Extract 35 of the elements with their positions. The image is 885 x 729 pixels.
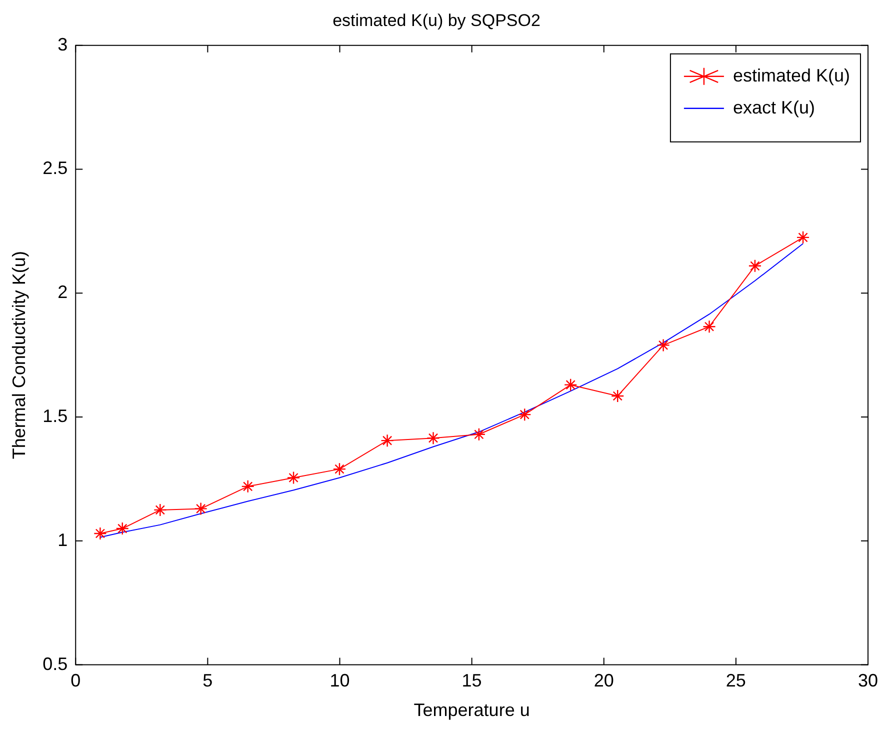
legend-label: estimated K(u) <box>732 65 850 86</box>
x-tick-label: 0 <box>70 670 81 691</box>
point <box>656 338 670 352</box>
point <box>518 408 532 422</box>
point <box>748 259 762 273</box>
x-tick-label: 15 <box>462 670 482 691</box>
y-tick-label: 3 <box>58 34 68 54</box>
point <box>332 462 346 476</box>
point <box>702 320 716 334</box>
point <box>241 480 254 494</box>
x-tick-label: 10 <box>330 670 350 691</box>
point <box>564 378 578 392</box>
point <box>154 503 167 517</box>
y-axis-title: Thermal Conductivity K(u) <box>8 251 29 460</box>
point <box>194 502 208 516</box>
point <box>611 389 624 403</box>
legend-label: exact K(u) <box>732 97 815 118</box>
point <box>380 434 394 448</box>
y-tick-label: 1.5 <box>42 406 68 426</box>
x-tick-label: 25 <box>726 670 746 691</box>
point <box>472 428 486 441</box>
chart-title: estimated K(u) by SQPSO2 <box>332 10 540 30</box>
x-tick-label: 20 <box>594 670 614 691</box>
point <box>286 471 300 484</box>
y-tick-label: 2.5 <box>42 158 68 178</box>
y-tick-label: 0.5 <box>42 654 68 674</box>
point <box>426 432 440 445</box>
point <box>94 526 107 540</box>
point <box>796 230 810 244</box>
y-tick-label: 1 <box>58 530 68 550</box>
y-tick-label: 2 <box>58 282 68 302</box>
x-axis-title: Temperature u <box>414 700 530 720</box>
x-tick-label: 30 <box>858 670 878 691</box>
point <box>116 522 129 536</box>
x-tick-label: 5 <box>202 670 213 691</box>
